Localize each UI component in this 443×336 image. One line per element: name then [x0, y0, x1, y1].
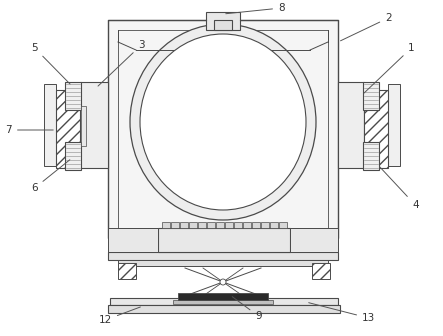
Bar: [216, 222, 224, 228]
Bar: [118, 30, 328, 228]
Bar: [206, 12, 240, 30]
Bar: [270, 222, 278, 228]
Bar: [110, 298, 338, 305]
Bar: [171, 222, 179, 228]
Bar: [108, 20, 338, 238]
Bar: [108, 305, 340, 313]
Bar: [261, 222, 269, 228]
Text: 8: 8: [226, 3, 284, 14]
Bar: [65, 82, 81, 110]
Bar: [162, 222, 170, 228]
Text: 12: 12: [99, 307, 140, 325]
Bar: [118, 263, 136, 279]
Bar: [44, 84, 56, 166]
Bar: [56, 90, 80, 168]
Bar: [65, 142, 81, 170]
Bar: [81, 106, 86, 146]
Bar: [118, 260, 328, 266]
Bar: [108, 252, 338, 260]
Text: 3: 3: [98, 40, 144, 86]
Bar: [158, 228, 290, 252]
Bar: [279, 222, 287, 228]
Text: 5: 5: [31, 43, 70, 84]
Bar: [252, 222, 260, 228]
Bar: [312, 263, 330, 279]
Bar: [364, 90, 388, 168]
Bar: [80, 82, 108, 168]
Bar: [178, 293, 268, 300]
Bar: [189, 222, 197, 228]
Bar: [338, 82, 364, 168]
Bar: [225, 222, 233, 228]
Bar: [180, 222, 188, 228]
Bar: [363, 82, 379, 110]
Bar: [388, 84, 400, 166]
Bar: [207, 222, 215, 228]
Circle shape: [220, 279, 226, 285]
Text: 2: 2: [341, 13, 392, 41]
Bar: [108, 228, 158, 252]
Bar: [363, 142, 379, 170]
Text: 9: 9: [232, 297, 262, 321]
Bar: [234, 222, 242, 228]
Text: 7: 7: [5, 125, 53, 135]
Text: 1: 1: [364, 43, 415, 93]
Text: 13: 13: [309, 303, 375, 323]
Ellipse shape: [140, 34, 306, 210]
Bar: [173, 300, 273, 304]
Bar: [214, 20, 232, 30]
Ellipse shape: [130, 24, 316, 220]
Bar: [243, 222, 251, 228]
Bar: [290, 228, 338, 252]
Text: 4: 4: [380, 167, 419, 210]
Text: 6: 6: [31, 160, 70, 193]
Bar: [198, 222, 206, 228]
